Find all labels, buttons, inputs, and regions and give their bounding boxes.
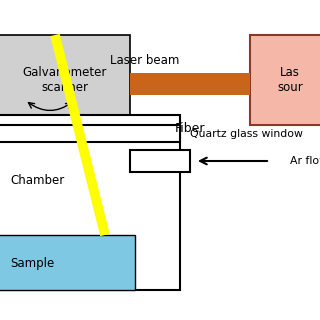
- Bar: [130, 150, 190, 172]
- Text: Las
sour: Las sour: [277, 66, 303, 94]
- Bar: [0, 235, 135, 290]
- Text: Chamber: Chamber: [10, 173, 64, 187]
- Bar: [250, 35, 320, 125]
- Text: Fiber: Fiber: [175, 122, 205, 134]
- Bar: [0, 125, 180, 142]
- Text: Quartz glass window: Quartz glass window: [190, 129, 303, 139]
- Text: Laser beam: Laser beam: [110, 53, 180, 67]
- Bar: [130, 73, 250, 95]
- Bar: [0, 115, 180, 290]
- Bar: [0, 35, 130, 125]
- Text: Ar flow: Ar flow: [290, 156, 320, 166]
- Text: Sample: Sample: [10, 257, 54, 269]
- Text: Galvanometer
scanner: Galvanometer scanner: [23, 66, 107, 94]
